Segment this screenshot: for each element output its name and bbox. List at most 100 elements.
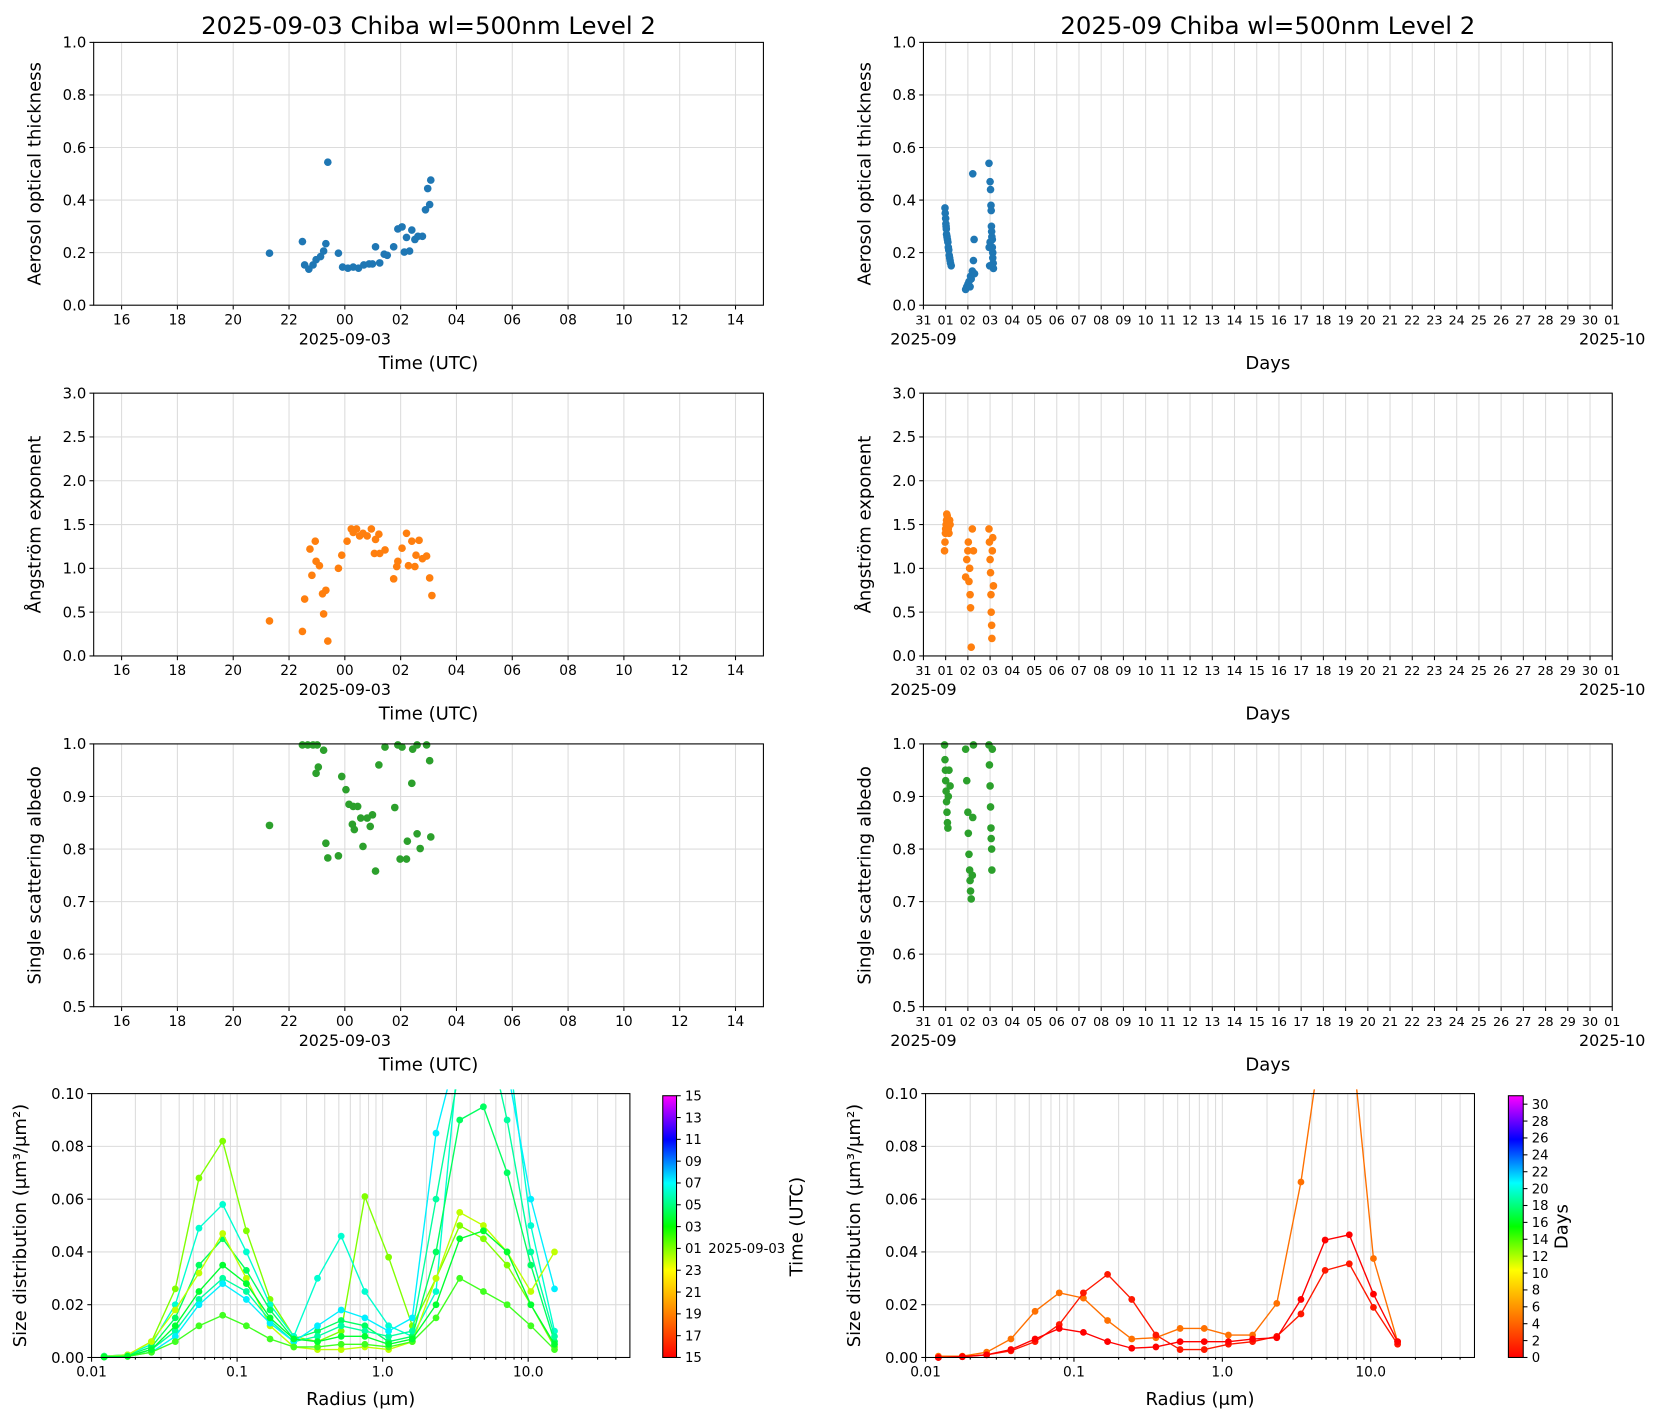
- x-tick-label: 14: [1226, 663, 1242, 678]
- y-tick-label: 2.0: [892, 473, 916, 490]
- point: [967, 895, 976, 903]
- point: [985, 761, 994, 769]
- x-tick-label: 19: [1338, 312, 1354, 327]
- point: [298, 237, 307, 246]
- point: [337, 1346, 345, 1353]
- point: [334, 852, 343, 860]
- x-tick-label: 09: [1115, 312, 1131, 327]
- y-tick-label: 0.0: [63, 297, 87, 314]
- y-tick-label: 0.10: [51, 1086, 84, 1103]
- colorbar-tick-label: 14: [1532, 1233, 1549, 1248]
- x-tick-label: 0.01: [76, 1365, 107, 1381]
- x-tick-label: 14: [727, 1014, 745, 1030]
- point: [195, 1269, 203, 1277]
- x-tick-label: 15: [1249, 312, 1265, 327]
- point: [944, 824, 952, 832]
- x-tick-label: 02: [392, 312, 410, 328]
- x-tick-label: 07: [1071, 312, 1087, 327]
- point: [389, 575, 398, 583]
- point: [432, 1301, 440, 1309]
- x-tick-label: 24: [1449, 312, 1465, 327]
- point: [343, 537, 351, 546]
- x-tick-label: 14: [1226, 1014, 1242, 1029]
- point: [503, 1248, 511, 1256]
- point: [385, 1340, 392, 1348]
- colorbar-tick-label: 0: [1532, 1351, 1540, 1366]
- y-axis-label: Aerosol optical thickness: [854, 62, 875, 285]
- point: [432, 1195, 440, 1203]
- x-tick-label: 29: [1560, 312, 1576, 327]
- point: [242, 1322, 250, 1330]
- point: [428, 591, 436, 600]
- point: [371, 867, 380, 875]
- x-tick-label: 06: [504, 1014, 522, 1030]
- point: [966, 603, 975, 612]
- series-line: [104, 1230, 556, 1358]
- plot-area: [265, 741, 435, 875]
- point: [298, 627, 307, 636]
- x-tick-label: 12: [1182, 663, 1198, 678]
- point: [323, 637, 332, 645]
- point: [986, 782, 994, 790]
- x-tick-label: 23: [1426, 663, 1442, 678]
- point: [266, 1314, 274, 1322]
- x-tick-label: 26: [1493, 312, 1509, 327]
- point: [337, 1332, 345, 1340]
- x-tick-label: 27: [1515, 663, 1531, 678]
- point: [944, 792, 953, 801]
- x-tick-label: 22: [280, 663, 298, 679]
- point: [242, 1296, 250, 1303]
- colorbar-tick-label: 21: [685, 1286, 702, 1301]
- point: [375, 761, 383, 769]
- x-tick-label: 28: [1537, 1014, 1553, 1029]
- axes-frame: [93, 41, 764, 306]
- point: [987, 824, 995, 832]
- point: [968, 169, 977, 178]
- point: [945, 766, 953, 775]
- x-tick-label: 20: [224, 663, 242, 679]
- point: [527, 1261, 535, 1269]
- series-line: [938, 1262, 1399, 1359]
- point: [1128, 1335, 1136, 1343]
- point: [402, 529, 411, 538]
- x-date-label: 2025-09-03: [299, 1031, 391, 1050]
- x-tick-label: 1.0: [372, 1365, 394, 1381]
- point: [408, 1335, 416, 1343]
- point: [480, 985, 487, 992]
- x-tick-label: 11: [1160, 312, 1176, 327]
- point: [1055, 1289, 1063, 1297]
- point: [195, 1288, 203, 1295]
- y-tick-label: 0.00: [51, 1350, 84, 1367]
- x-tick-label: 31: [915, 663, 931, 678]
- point: [1249, 1335, 1256, 1343]
- y-tick-label: 0.10: [885, 1086, 918, 1103]
- x-axis-label: Time (UTC): [378, 704, 479, 725]
- point: [404, 561, 413, 570]
- y-tick-label: 2.5: [892, 429, 916, 446]
- colorbar-tick-label: 17: [685, 1329, 702, 1344]
- x-tick-label: 31: [915, 312, 931, 327]
- point: [964, 538, 973, 546]
- x-tick-label: 16: [113, 663, 131, 679]
- point: [1080, 1289, 1087, 1297]
- point: [375, 530, 383, 539]
- x-tick-label: 30: [1582, 312, 1598, 327]
- x-date-label: 2025-09-03: [299, 680, 391, 699]
- point: [413, 829, 421, 838]
- x-tick-label: 06: [504, 312, 522, 328]
- point: [408, 1327, 416, 1335]
- y-tick-label: 0.02: [51, 1297, 84, 1314]
- point: [1394, 1338, 1402, 1346]
- x-tick-label: 06: [1049, 1014, 1065, 1029]
- point: [426, 833, 435, 841]
- series-line: [104, 1277, 555, 1358]
- y-tick-label: 0.8: [63, 841, 87, 858]
- y-tick-label: 0.8: [892, 87, 916, 104]
- colorbar-label: Time (UTC): [787, 1177, 808, 1278]
- point: [290, 1335, 298, 1343]
- plot-area: [934, 1089, 1402, 1361]
- point: [1031, 1335, 1039, 1343]
- point: [1128, 1344, 1136, 1352]
- x-axis-label: Days: [1245, 353, 1290, 374]
- x-tick-label: 18: [169, 663, 187, 679]
